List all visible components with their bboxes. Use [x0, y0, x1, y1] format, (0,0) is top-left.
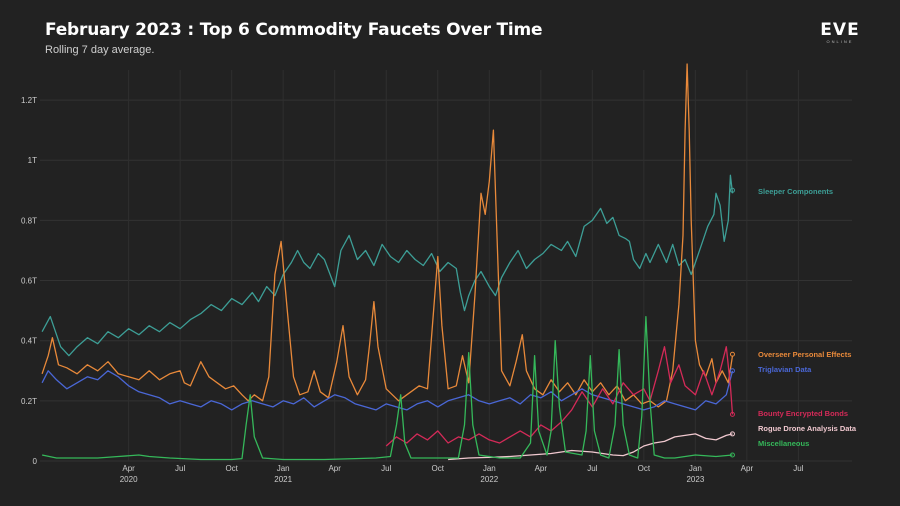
- series-label-sleeper-components: Sleeper Components: [758, 187, 833, 196]
- x-axis: Apr 2020 Jul Oct Jan 2021 Apr Jul Oct Jan 2022 Apr J…: [120, 464, 804, 484]
- series-label-triglavian-data: Triglavian Data: [758, 365, 812, 374]
- series-end-marker: [729, 411, 735, 417]
- x-tick-label: Jan: [483, 464, 496, 473]
- series-label-bounty-encrypted-bonds: Bounty Encrypted Bonds: [758, 409, 848, 418]
- gridlines: [40, 70, 852, 462]
- x-year-label: 2021: [274, 475, 292, 484]
- series-end-marker: [729, 368, 735, 374]
- y-tick-label: 1.2T: [21, 96, 37, 105]
- chart-subtitle: Rolling 7 day average.: [45, 44, 155, 56]
- x-year-label: 2020: [120, 475, 138, 484]
- x-tick-label: Jan: [689, 464, 702, 473]
- x-tick-label: Oct: [432, 464, 445, 473]
- y-tick-label: 1T: [28, 156, 37, 165]
- series-line-bounty-encrypted-bonds: [385, 346, 734, 447]
- x-year-label: 2022: [480, 475, 498, 484]
- y-axis: 0 0.2T 0.4T 0.6T 0.8T 1T 1.2T: [21, 96, 38, 466]
- x-tick-label: Oct: [225, 464, 238, 473]
- series-label-rogue-drone-analysis-data: Rogue Drone Analysis Data: [758, 424, 857, 433]
- logo-main-text: EVE: [820, 20, 860, 40]
- series-line-miscellaneous: [41, 315, 733, 461]
- eve-online-logo: EVE ONLINE: [814, 20, 866, 45]
- series-line-overseer-personal-effects: [41, 63, 734, 408]
- y-tick-label: 0.6T: [21, 277, 37, 286]
- series-line-sleeper-components: [41, 174, 734, 357]
- x-tick-label: Apr: [741, 464, 754, 473]
- x-tick-label: Apr: [535, 464, 548, 473]
- series-end-marker: [729, 452, 735, 458]
- series-line-triglavian-data: [41, 370, 734, 411]
- y-tick-label: 0: [33, 457, 38, 466]
- x-tick-label: Apr: [328, 464, 341, 473]
- series-end-marker: [729, 431, 735, 437]
- y-tick-label: 0.2T: [21, 397, 37, 406]
- x-tick-label: Jul: [587, 464, 597, 473]
- series-end-marker: [729, 351, 735, 357]
- series-label-miscellaneous: Miscellaneous: [758, 439, 809, 448]
- series-end-marker: [729, 187, 735, 193]
- y-tick-label: 0.8T: [21, 216, 37, 225]
- x-tick-label: Jul: [381, 464, 391, 473]
- series-line-rogue-drone-analysis-data: [448, 433, 733, 461]
- x-tick-label: Jul: [175, 464, 185, 473]
- x-tick-label: Jan: [277, 464, 290, 473]
- series-label-overseer-personal-effects: Overseer Personal Effects: [758, 350, 851, 359]
- x-tick-label: Jul: [793, 464, 803, 473]
- series-lines: [41, 63, 735, 461]
- series-labels: Sleeper Components Overseer Personal Effe…: [758, 187, 857, 448]
- y-tick-label: 0.4T: [21, 337, 37, 346]
- x-tick-label: Oct: [638, 464, 651, 473]
- x-year-label: 2023: [686, 475, 704, 484]
- chart-title: February 2023 : Top 6 Commodity Faucets …: [45, 20, 543, 40]
- x-tick-label: Apr: [122, 464, 135, 473]
- logo-sub-text: ONLINE: [826, 39, 854, 44]
